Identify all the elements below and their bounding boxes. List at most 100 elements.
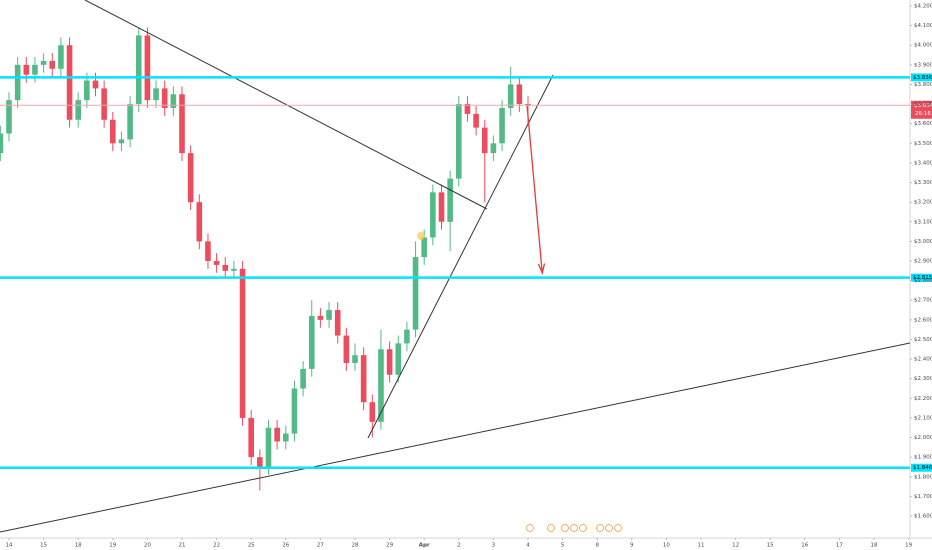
y-tick-label: $3.200: [914, 200, 932, 206]
x-tick-label: 10: [663, 543, 670, 549]
y-tick-label: $2.100: [914, 415, 932, 421]
y-tick-label: $3.700: [914, 102, 932, 108]
candle-body: [481, 127, 488, 154]
x-tick-label: 27: [317, 543, 324, 549]
candle-body: [213, 261, 220, 265]
y-tick-label: $3.800: [914, 82, 932, 88]
level-label-box: [911, 273, 932, 282]
candle-body: [101, 88, 107, 120]
candle-body: [438, 192, 445, 222]
y-tick-label: $1.600: [914, 514, 932, 520]
x-tick-label: 18: [871, 543, 878, 549]
x-tick-label: 25: [248, 543, 255, 549]
candle-body: [66, 45, 73, 120]
last-price-box: [911, 100, 932, 119]
level-label: $3.836: [913, 75, 932, 81]
y-tick-label: $3.900: [914, 62, 932, 68]
level-label: $2.815: [913, 275, 932, 281]
event-marker[interactable]: [417, 232, 425, 240]
x-tick-label: 22: [213, 543, 220, 549]
candle-body: [404, 329, 410, 344]
candle-body: [300, 368, 306, 389]
candle-body: [84, 80, 90, 101]
candle-body: [127, 104, 133, 140]
candle-body: [516, 84, 523, 105]
y-tick-label: $4.100: [914, 23, 932, 29]
candle-body: [317, 315, 324, 320]
candle-body: [490, 143, 497, 154]
candle-body: [395, 343, 402, 375]
candle-body: [352, 355, 358, 363]
y-tick-label: $3.500: [914, 141, 932, 147]
candle-body: [421, 237, 427, 258]
candle-body: [326, 310, 332, 320]
candle-body: [6, 100, 12, 134]
x-tick-label: 11: [698, 543, 705, 549]
y-tick-label: $1.800: [914, 474, 932, 480]
candle-body: [343, 335, 350, 363]
y-tick-label: $4.000: [914, 43, 932, 49]
trend-line: [0, 342, 911, 533]
trend-line: [84, 0, 488, 210]
candle-body: [473, 113, 479, 128]
y-tick-label: $3.400: [914, 160, 932, 166]
candle-body: [0, 133, 4, 154]
candle-body: [75, 100, 81, 120]
candle-body: [412, 257, 419, 330]
x-tick-label: 21: [179, 543, 186, 549]
axes: $3.836 $2.815 $1.846 $3.694 26:16 $1.600 $1.70…: [0, 4, 932, 549]
candle-body: [40, 60, 47, 65]
candles: [0, 27, 531, 491]
candle-body: [248, 417, 254, 458]
candle-body: [23, 64, 30, 75]
y-tick-label: $2.400: [914, 357, 932, 363]
x-tick-label: 15: [767, 543, 774, 549]
y-tick-label: $2.900: [914, 259, 932, 265]
x-tick-label: 5: [561, 543, 565, 549]
candle-body: [456, 104, 462, 179]
candle-body: [274, 427, 280, 442]
candle-body: [179, 94, 185, 154]
y-tick-label: $2.300: [914, 376, 932, 382]
x-tick-label: 26: [282, 543, 289, 549]
candle-body: [447, 178, 453, 222]
x-tick-label: 16: [801, 543, 808, 549]
y-tick-label: $3.600: [914, 121, 932, 127]
candle-body: [58, 45, 64, 69]
candle-body: [525, 104, 531, 106]
candle-body: [161, 88, 168, 108]
x-tick-label: 2: [457, 543, 461, 549]
x-tick-label: 8: [595, 543, 599, 549]
forecast-arrow: [526, 104, 543, 271]
y-tick-label: $3.000: [914, 239, 932, 245]
candle-body: [118, 139, 125, 144]
candle-body: [239, 268, 246, 418]
x-tick-label: 3: [492, 543, 496, 549]
x-tick-label: 9: [630, 543, 634, 549]
level-label-box: [911, 73, 932, 82]
arrow-head: [537, 263, 546, 276]
candle-body: [386, 349, 393, 375]
level-label: $1.846: [913, 465, 932, 471]
y-tick-label: $1.700: [914, 494, 932, 500]
x-tick-label: 12: [732, 543, 739, 549]
trend-line: [367, 74, 554, 439]
x-tick-label: Apr: [419, 543, 430, 549]
level-label-box: [911, 463, 932, 472]
candle-body: [334, 310, 341, 336]
candle-body: [135, 35, 142, 105]
candle-body: [14, 64, 21, 101]
candle-body: [153, 88, 159, 101]
y-tick-label: $2.000: [914, 435, 932, 441]
x-tick-label: 4: [526, 543, 530, 549]
x-tick-label: 14: [6, 543, 13, 549]
y-tick-label: $2.500: [914, 337, 932, 343]
y-tick-label: $3.100: [914, 219, 932, 225]
candle-body: [430, 192, 436, 238]
candle-body: [257, 457, 263, 467]
y-tick-label: $2.600: [914, 317, 932, 323]
candle-body: [205, 241, 211, 261]
candle-body: [187, 153, 194, 203]
candle-body: [283, 433, 289, 442]
